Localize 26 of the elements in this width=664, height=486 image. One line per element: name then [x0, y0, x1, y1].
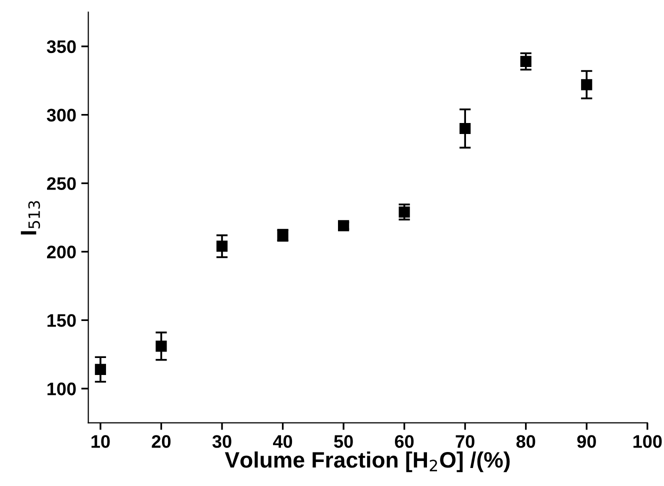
y-tick-label: 150 — [48, 314, 76, 327]
point — [216, 240, 228, 252]
point — [581, 79, 592, 90]
x-tick-label: 80 — [516, 435, 536, 448]
y-tick-label: 250 — [47, 177, 76, 190]
point — [94, 364, 106, 375]
x-tick-label: 20 — [152, 435, 171, 448]
point — [398, 206, 410, 218]
x-tick-label: 50 — [334, 435, 353, 448]
point — [460, 122, 471, 134]
point — [156, 340, 167, 352]
x-tick-label: 70 — [456, 435, 474, 448]
x-tick-label: 90 — [577, 435, 596, 448]
y-tick-label: 300 — [46, 108, 76, 122]
x-tick-label: 100 — [633, 435, 662, 448]
y-tick-label: 200 — [47, 246, 76, 258]
x-tick-label: 30 — [212, 435, 232, 448]
y-tick-label: 100 — [48, 382, 76, 396]
point — [338, 220, 350, 232]
point — [520, 56, 532, 67]
y-tick-label: 350 — [46, 40, 76, 54]
x-axis-title: Volume Fraction [H$_{2}$O] /(%) — [224, 451, 510, 472]
y-axis-title: I$_{513}$ — [20, 201, 40, 234]
x-tick-label: 40 — [273, 435, 292, 448]
x-tick-label: 60 — [394, 435, 414, 448]
x-tick-label: 10 — [92, 435, 110, 448]
